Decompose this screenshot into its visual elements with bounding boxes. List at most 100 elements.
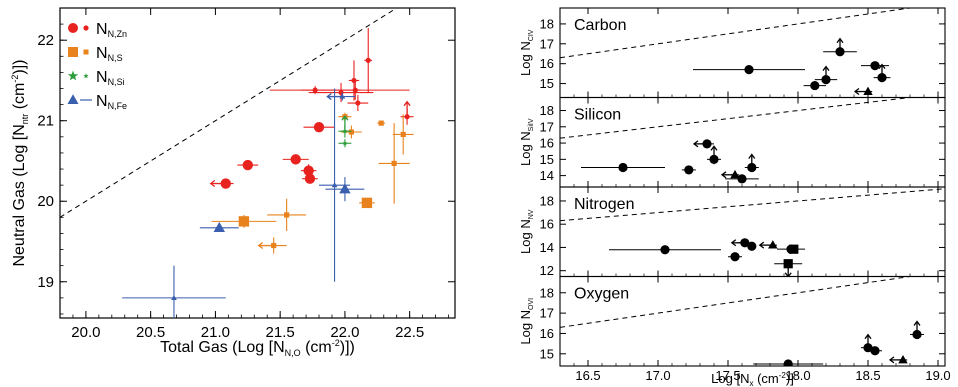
limit-arrow-head [864, 333, 872, 340]
y-tick-label: 22 [37, 32, 54, 49]
limit-arrow-head [758, 241, 765, 249]
plot-area [60, 8, 414, 318]
x-tick-label: 18.5 [855, 368, 880, 383]
x-tick-label: 22.5 [395, 324, 424, 341]
legend-label: NN,S [96, 45, 123, 63]
text-span: x [749, 379, 753, 387]
text-span: N,Fe [108, 101, 128, 111]
text-span: N [96, 93, 108, 110]
text-span: (cm [301, 339, 332, 356]
data-point [342, 140, 348, 146]
limit-arrow-head [913, 320, 921, 326]
text-span: N [96, 21, 108, 38]
data-point [821, 75, 831, 85]
legend-marker [68, 23, 78, 33]
one-to-one-line [560, 8, 914, 59]
data-point [313, 121, 325, 133]
text-span: Log N [518, 41, 533, 76]
series-fe [122, 88, 365, 318]
panel-y-label: Log NNV [518, 209, 535, 254]
y-tick-label: 16 [540, 56, 554, 71]
data-point [290, 154, 301, 165]
y-tick-label: 18 [540, 193, 554, 208]
panel-y-label: Log NSiIV [518, 118, 535, 166]
data-point [378, 120, 384, 126]
panel-plot-area [560, 8, 914, 96]
data-point [391, 160, 397, 167]
text-span: Log N [518, 310, 533, 345]
one-to-one-line [60, 8, 397, 218]
limit-arrow-head [748, 153, 756, 159]
y-tick-label: 17 [540, 306, 554, 321]
text-span: CIV [528, 29, 535, 41]
text-span: N,Si [108, 77, 125, 87]
x-tick-label: 16.5 [575, 368, 600, 383]
data-point [351, 77, 357, 84]
y-tick-label: 15 [540, 152, 554, 167]
panel-nitrogen: 12 14 16 18 Log NNV Nitrogen [518, 186, 946, 278]
text-span: -2 [332, 338, 340, 348]
legend-marker-small [83, 73, 89, 79]
data-point [348, 129, 354, 135]
text-span: N,Zn [108, 29, 128, 39]
data-point [768, 240, 778, 249]
x-axis-label: Total Gas (Log [NN,O (cm-2)]) [160, 338, 355, 358]
legend-marker [68, 47, 78, 57]
data-point [747, 241, 757, 251]
data-point [783, 359, 793, 366]
data-point [898, 354, 908, 364]
text-span: Neutral Gas (Log [N [11, 124, 28, 266]
legend-marker [67, 70, 79, 81]
data-point [303, 165, 314, 176]
text-span: -2 [10, 75, 20, 83]
limit-arrow-head [692, 140, 699, 148]
data-point [213, 221, 226, 232]
data-point [238, 216, 250, 227]
legend-marker [67, 94, 79, 104]
panel-plot-area [560, 188, 945, 277]
data-point [709, 154, 719, 164]
y-tick-label: 16 [540, 217, 554, 232]
legend-label: NN,Si [96, 69, 125, 87]
text-span: ntr [20, 114, 30, 125]
x-tick-label: 21.5 [266, 324, 295, 341]
text-span: -2 [779, 371, 787, 380]
data-point [744, 65, 754, 75]
data-point [877, 73, 887, 83]
data-point [331, 182, 338, 188]
text-span: Log N [518, 131, 533, 166]
y-tick-label: 18 [540, 16, 554, 31]
text-span: (cm [11, 83, 28, 114]
limit-arrow-head [341, 115, 349, 121]
data-point [304, 173, 316, 184]
text-span: N [96, 45, 108, 62]
data-point [339, 93, 346, 99]
limit-arrow-head [878, 63, 886, 70]
data-point [242, 159, 253, 171]
data-point [400, 131, 406, 138]
one-to-one-line [560, 276, 914, 328]
legend-label: NN,Fe [96, 93, 127, 111]
panel-plot-area [560, 276, 924, 366]
data-point [835, 47, 845, 57]
one-to-one-line [560, 188, 945, 222]
y-tick-label: 17 [540, 36, 554, 51]
panel-y-label: Log NCIV [518, 29, 535, 76]
panel-title: Oxygen [574, 286, 629, 303]
y-tick-label: 17 [540, 119, 554, 134]
text-span: (cm [753, 371, 778, 386]
text-span: OVI [528, 298, 535, 310]
data-point [912, 329, 922, 340]
data-point [171, 294, 177, 300]
x-tick-label: 22.0 [330, 324, 359, 341]
panel-plot-area [560, 97, 915, 184]
text-span: )]) [340, 339, 355, 356]
legend-marker-small [83, 49, 89, 55]
y-tick-label: 20 [37, 193, 54, 210]
x-tick-label: 20.0 [71, 324, 100, 341]
data-point [740, 238, 750, 248]
panel-y-label: Log NOVI [518, 298, 535, 345]
text-span: N,O [285, 348, 301, 358]
y-tick-label: 12 [540, 263, 554, 278]
